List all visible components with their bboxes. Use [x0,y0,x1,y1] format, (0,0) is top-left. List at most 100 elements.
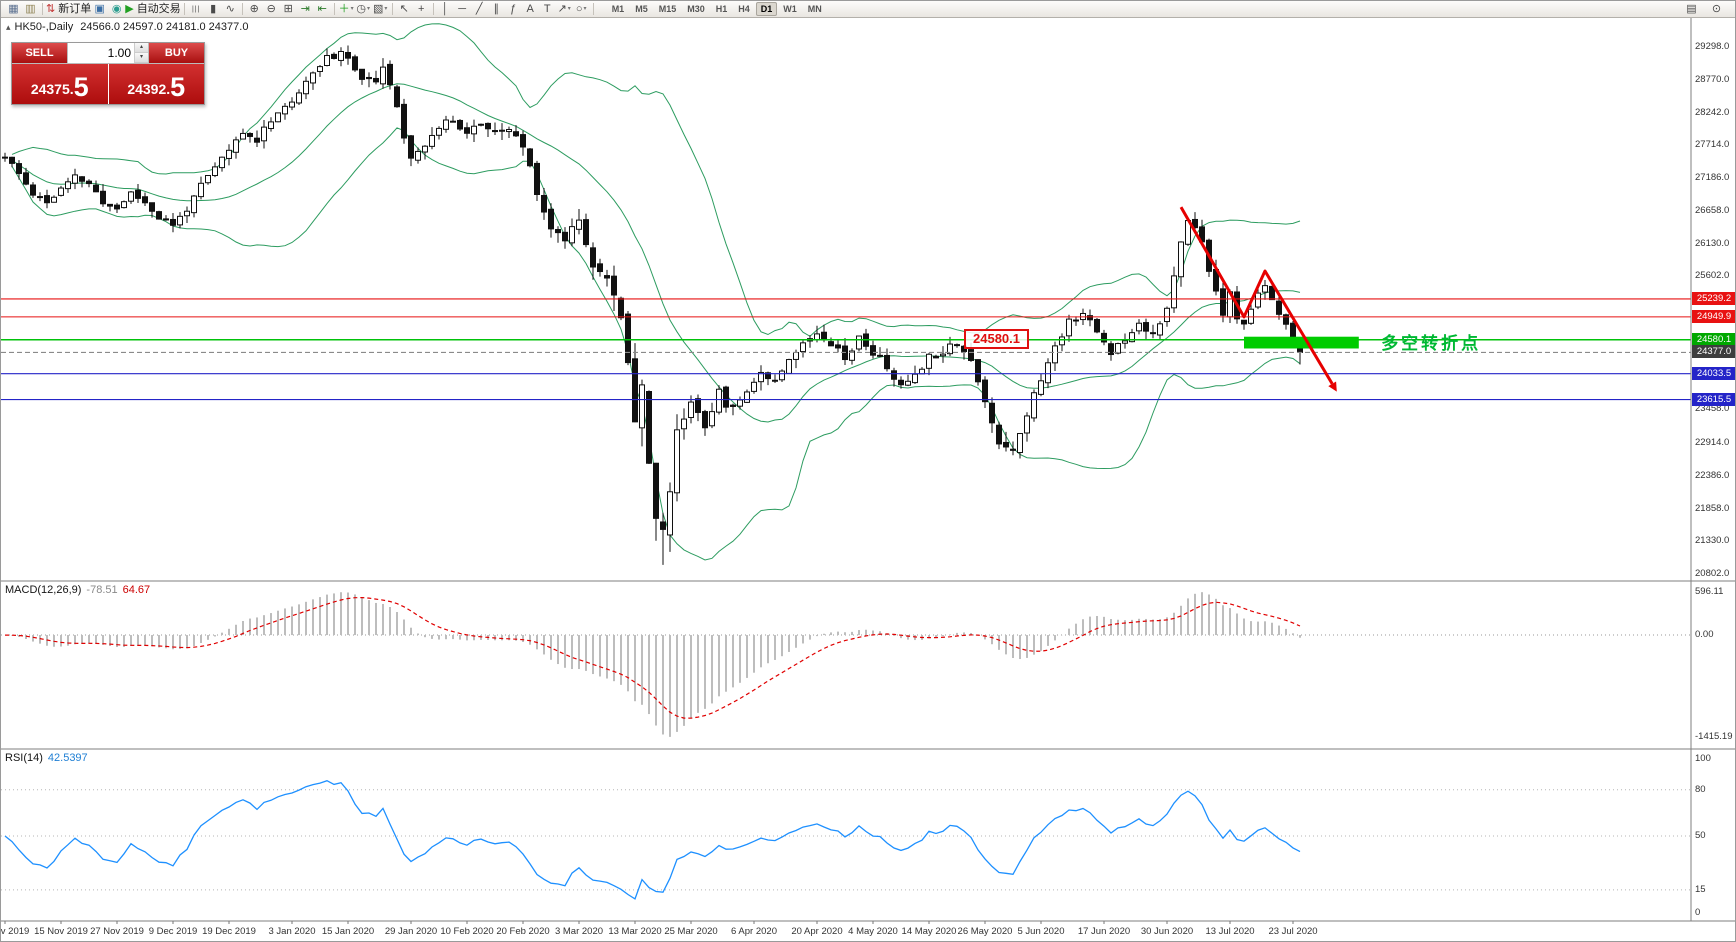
bar-chart-icon[interactable]: ||| [188,2,205,17]
new-order-icon: ⇅ [46,2,56,15]
arrows-tool-icon[interactable]: ↗ ▾ [556,2,573,17]
new-chart-icon[interactable]: ▦ [5,2,22,17]
timeframe-m30-button[interactable]: M30 [687,4,705,14]
new-order-button[interactable]: ⇅ 新订单 [46,2,91,17]
text-icon[interactable]: T [539,2,556,17]
chart-symbol-period: HK50-,Daily [14,21,74,33]
arrows-tool-caret-icon: ▾ [567,6,571,12]
zoom-in-icon-glyph: ⊕ [249,2,259,15]
one-click-collapse-icon[interactable]: ▴ [6,22,11,32]
terminal-icon-glyph: ▣ [94,2,105,15]
auto-scroll-icon[interactable]: ⇥ [297,2,314,17]
timeframe-h4-button[interactable]: H4 [738,4,750,14]
fibonacci-icon[interactable]: ƒ [505,2,522,17]
timeframe-d1-button[interactable]: D1 [755,2,778,16]
crosshair-icon[interactable]: + [413,2,430,17]
horizontal-line-icon[interactable]: ─ [454,2,471,17]
autotrading-button[interactable]: ▶ 自动交易 [125,2,180,17]
indicators-icon-glyph: ＋ [338,2,350,15]
buy-price-main: 24392. [127,81,171,97]
equidistant-channel-icon-glyph: ∥ [493,2,499,15]
zoom-out-icon-glyph: ⊖ [266,2,276,15]
candlestick-chart-icon[interactable]: ▮ [205,2,222,17]
toolbar-separator [42,3,43,15]
sell-price-pip: 5 [73,72,89,102]
date-ticks [4,921,1294,924]
timeframe-mn-button[interactable]: MN [807,4,822,14]
toolbar-separator [183,3,185,15]
volume-input[interactable]: 1.00 [107,46,131,60]
rsi-layer [1,779,1691,900]
strategy-tester-icon[interactable]: ◉ [108,2,125,17]
macd-layer [1,592,1691,737]
periods-caret-icon: ▾ [366,6,370,12]
new-chart-icon-glyph: ▦ [8,2,19,15]
buy-button[interactable]: BUY [149,43,204,63]
autotrading-icon: ▶ [125,2,134,15]
line-chart-icon-glyph: ∿ [225,2,235,15]
tile-windows-icon[interactable]: ⊞ [280,2,297,17]
buy-price-display[interactable]: 24392. 5 [108,64,204,104]
text-icon-glyph: T [543,2,551,15]
line-chart-icon[interactable]: ∿ [222,2,239,17]
toolbar-right-group: ▤ ⊙ [1683,2,1731,17]
zoom-out-icon[interactable]: ⊖ [263,2,280,17]
macd-indicator-label: MACD(12,26,9) -78.51 64.67 [5,584,150,596]
templates-caret-icon: ▾ [384,6,388,12]
timeframe-m1-button[interactable]: M1 [611,4,625,14]
price-annotation-label[interactable]: 24580.1 [964,328,1029,349]
zoom-in-icon[interactable]: ⊕ [246,2,263,17]
shapes-tool-icon[interactable]: ○ ▾ [573,2,590,17]
toolbar-separator [432,3,434,15]
shapes-tool-icon-glyph: ○ [575,2,583,15]
toolbar-separator [241,3,243,15]
cursor-icon[interactable]: ↖ [396,2,413,17]
indicators-icon[interactable]: ＋ ▾ [338,2,355,17]
profiles-icon[interactable]: ▥ [22,2,39,17]
rsi-name: RSI(14) [5,752,43,764]
timeframe-m5-button[interactable]: M5 [635,4,648,14]
sell-price-display[interactable]: 24375. 5 [12,64,108,104]
trendline-icon[interactable]: ╱ [471,2,488,17]
timeframe-toolbar: M1 M5 M15 M30 H1 H4 D1 W1 MN [607,2,827,16]
chart-shift-icon[interactable]: ⇤ [314,2,331,17]
vertical-line-icon[interactable]: │ [437,2,454,17]
bar-chart-icon-glyph: ||| [191,5,201,13]
new-order-button-label: 新订单 [58,2,92,15]
volume-down-button[interactable]: ▾ [135,53,148,63]
profiles-icon-glyph: ▥ [25,2,36,15]
text-label-icon-glyph: A [526,2,534,15]
timeframe-h1-button[interactable]: H1 [715,4,728,14]
autotrading-button-label: 自动交易 [136,2,181,15]
toolbar-separator [391,3,393,15]
panel-separators [1,18,1735,922]
turning-point-annotation[interactable]: 多空转折点 [1381,333,1482,353]
window-list-icon[interactable]: ▤ [1686,2,1697,15]
rsi-value: 42.5397 [47,752,88,764]
periods-icon[interactable]: ◷ ▾ [355,2,372,17]
terminal-icon[interactable]: ▣ [91,2,108,17]
timeframe-w1-button[interactable]: W1 [783,4,797,14]
macd-signal-value: 64.67 [122,584,151,596]
sell-price-main: 24375. [30,81,74,97]
text-label-icon[interactable]: A [522,2,539,17]
arrows-tool-icon-glyph: ↗ [557,2,567,15]
toolbar-separator [592,3,594,15]
tile-windows-icon-glyph: ⊞ [283,2,293,15]
vertical-line-icon-glyph: │ [441,2,449,15]
volume-up-button[interactable]: ▴ [135,43,148,53]
periods-icon-glyph: ◷ [356,2,366,15]
equidistant-channel-icon[interactable]: ∥ [488,2,505,17]
search-icon[interactable]: ⊙ [1711,2,1722,15]
strategy-tester-icon-glyph: ◉ [111,2,122,15]
sell-button[interactable]: SELL [12,43,67,63]
timeframe-m15-button[interactable]: M15 [658,4,677,14]
cursor-icon-glyph: ↖ [399,2,409,15]
templates-icon[interactable]: ▧ ▾ [372,2,389,17]
chart-ohlc-values: 24566.0 24597.0 24181.0 24377.0 [80,21,249,33]
chart-caption: ▴ HK50-,Daily 24566.0 24597.0 24181.0 2437… [6,21,248,33]
drawing-objects-layer[interactable] [1179,206,1359,392]
trendline-icon-glyph: ╱ [475,2,483,15]
